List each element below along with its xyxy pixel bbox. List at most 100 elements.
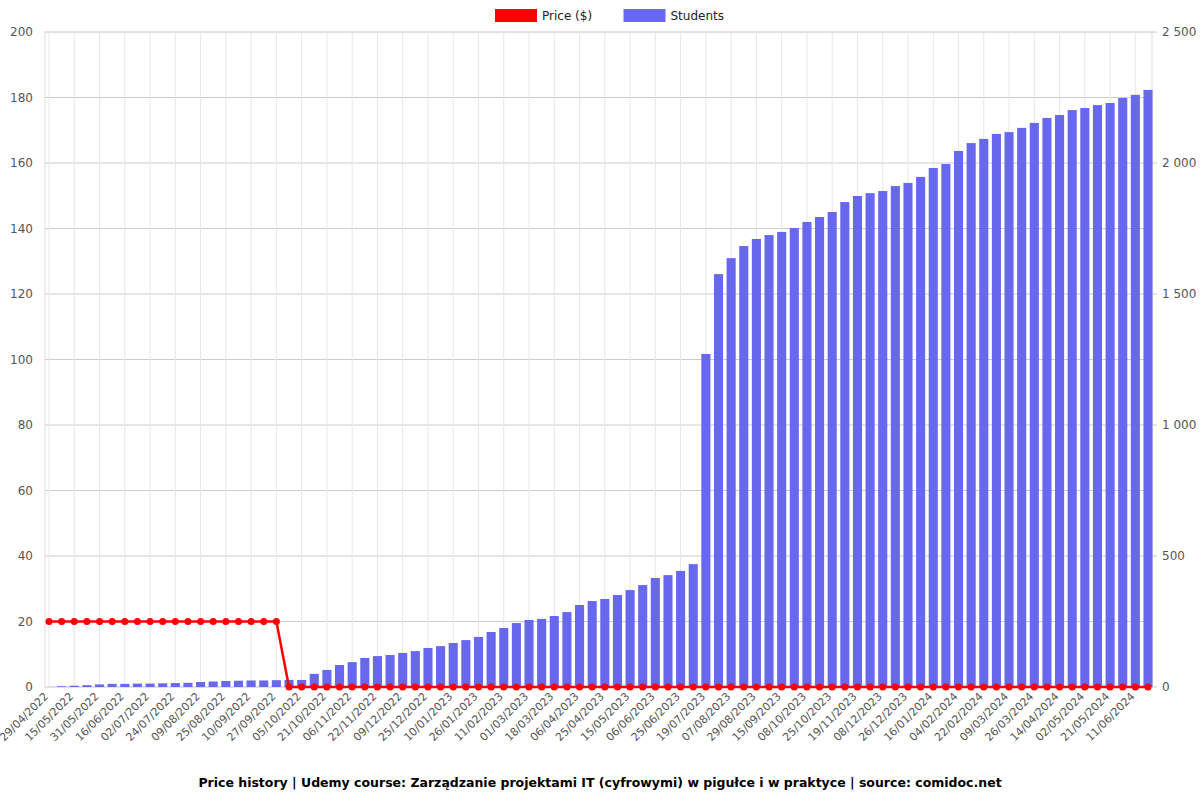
- y2-tick-label: 1 500: [1162, 287, 1196, 301]
- y2-tick-label: 0: [1162, 680, 1170, 694]
- bar: [790, 228, 799, 687]
- y-tick-label: 100: [10, 353, 33, 367]
- price-marker: [816, 684, 823, 691]
- grid-line-x: [175, 32, 176, 687]
- bar: [82, 685, 91, 687]
- grid-line-x: [478, 32, 479, 687]
- bar: [701, 354, 710, 687]
- plot-marks: [46, 618, 1152, 691]
- bar: [1118, 98, 1127, 687]
- bar: [95, 684, 104, 687]
- price-marker: [121, 618, 128, 625]
- bar: [499, 628, 508, 687]
- price-marker: [652, 684, 659, 691]
- price-marker: [1006, 684, 1013, 691]
- price-marker: [361, 684, 368, 691]
- y-tick-label: 40: [18, 549, 33, 563]
- price-marker: [374, 684, 381, 691]
- price-marker: [147, 618, 154, 625]
- bar: [979, 139, 988, 687]
- price-marker: [538, 684, 545, 691]
- price-marker: [260, 618, 267, 625]
- bar: [815, 217, 824, 687]
- price-marker: [1018, 684, 1025, 691]
- bar: [537, 619, 546, 687]
- title: Price history | Udemy course: Zarządzani…: [198, 775, 1001, 790]
- bar: [941, 164, 950, 687]
- price-marker: [46, 618, 53, 625]
- grid-line-x: [301, 32, 302, 687]
- price-marker: [424, 684, 431, 691]
- bar: [853, 196, 862, 687]
- bar: [398, 653, 407, 687]
- price-marker: [690, 684, 697, 691]
- bar: [840, 202, 849, 687]
- price-marker: [1043, 684, 1050, 691]
- grid-line: [45, 97, 1152, 98]
- grid-line-x: [326, 32, 327, 687]
- bar: [903, 183, 912, 687]
- y2-tick: [1152, 687, 1157, 688]
- price-marker: [803, 684, 810, 691]
- price-marker: [968, 684, 975, 691]
- bar: [1068, 110, 1077, 687]
- bar: [1004, 132, 1013, 687]
- price-marker: [841, 684, 848, 691]
- price-marker: [488, 684, 495, 691]
- y2-tick: [1152, 294, 1157, 295]
- legend-swatch: [495, 9, 537, 22]
- plot-frame: [45, 32, 1152, 687]
- bar: [247, 680, 256, 687]
- y-tick-label: 140: [10, 222, 33, 236]
- price-marker: [83, 618, 90, 625]
- grid-line-x: [579, 32, 580, 687]
- bar: [739, 246, 748, 687]
- bar: [752, 239, 761, 687]
- bar: [1030, 123, 1039, 687]
- grid-line-x: [124, 32, 125, 687]
- bar: [209, 681, 218, 687]
- price-marker: [71, 618, 78, 625]
- price-marker: [627, 684, 634, 691]
- price-marker: [387, 684, 394, 691]
- bar: [436, 646, 445, 687]
- bar: [626, 590, 635, 687]
- price-marker: [879, 684, 886, 691]
- price-marker: [892, 684, 899, 691]
- price-marker: [942, 684, 949, 691]
- grid-line-x: [99, 32, 100, 687]
- price-marker: [184, 618, 191, 625]
- y-tick-label: 0: [25, 680, 33, 694]
- bar: [1055, 115, 1064, 687]
- price-marker: [96, 618, 103, 625]
- price-marker: [614, 684, 621, 691]
- grid-line-x: [453, 32, 454, 687]
- price-marker: [197, 618, 204, 625]
- bar: [234, 681, 243, 687]
- price-marker: [235, 618, 242, 625]
- bar: [474, 637, 483, 687]
- price-marker: [576, 684, 583, 691]
- price-marker: [1094, 684, 1101, 691]
- price-marker: [854, 684, 861, 691]
- price-marker: [740, 684, 747, 691]
- price-marker: [336, 684, 343, 691]
- grid-line-x: [529, 32, 530, 687]
- bar: [348, 662, 357, 687]
- price-marker: [715, 684, 722, 691]
- bar: [727, 258, 736, 687]
- price-line: [49, 622, 1148, 688]
- bar: [386, 655, 395, 687]
- price-marker: [993, 684, 1000, 691]
- bar: [613, 595, 622, 687]
- price-marker: [286, 684, 293, 691]
- bar: [1017, 128, 1026, 687]
- y-tick-label: 160: [10, 156, 33, 170]
- price-marker: [766, 684, 773, 691]
- bar: [562, 612, 571, 687]
- price-marker: [829, 684, 836, 691]
- bar: [120, 684, 129, 687]
- price-marker: [58, 618, 65, 625]
- bar: [171, 683, 180, 687]
- bar: [575, 605, 584, 687]
